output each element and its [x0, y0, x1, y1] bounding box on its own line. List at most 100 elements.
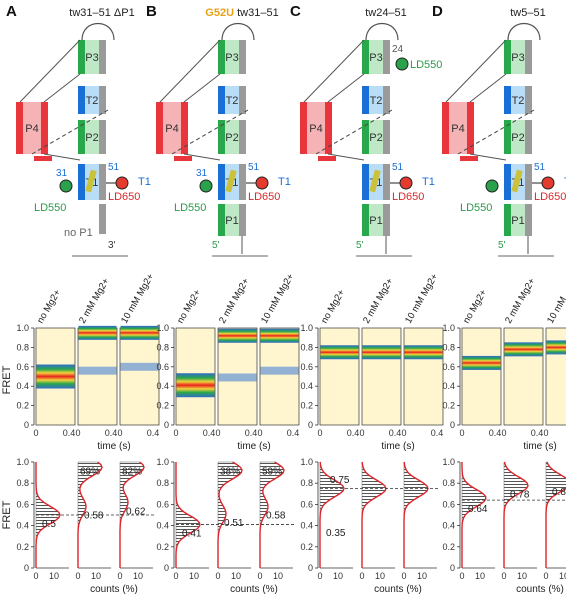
tether-bar — [85, 169, 97, 193]
stem-p3-strand-a — [362, 40, 369, 74]
stem-p3-strand-b — [525, 40, 532, 74]
stem-p2-label: P2 — [85, 132, 98, 144]
time-tick-label: 0 — [173, 428, 178, 438]
heatmap-low-band — [78, 366, 117, 375]
title-part: tw24–51 — [365, 7, 407, 19]
acceptor-dye — [399, 176, 413, 190]
fret-value-label: 0.41 — [182, 529, 202, 540]
p4-short-strand — [34, 156, 52, 161]
stem-p2-strand-a — [218, 120, 225, 154]
heatmap-band — [320, 345, 359, 360]
hist-fit — [503, 461, 529, 568]
heatmap-cell — [361, 327, 402, 426]
stem-p4-label: P4 — [165, 123, 178, 135]
heatmap-band — [120, 325, 159, 340]
acceptor-label: LD650 — [108, 191, 140, 203]
stem-p3-label: P3 — [511, 52, 524, 64]
heatmap-y-tick-label: 1.0 — [300, 323, 313, 333]
hist-y-tick-label: 0.8 — [300, 478, 313, 488]
stem-t2-fill — [225, 86, 239, 114]
heatmap-y-tick-label: 0.6 — [300, 362, 313, 372]
acceptor-dye — [541, 176, 555, 190]
tertiary-dash — [31, 109, 109, 155]
stem-p1-fill — [225, 204, 239, 236]
time-tick-label: 0.4 — [489, 428, 502, 438]
donor-label: LD550 — [460, 202, 492, 214]
heatmap-y-tick-label: 0.8 — [300, 342, 313, 352]
backbone-line — [43, 73, 81, 103]
fret-value-label: 0.64 — [468, 504, 488, 515]
condition-label: no Mg2+ — [319, 287, 347, 325]
counts-axis-label: counts (%) — [516, 584, 564, 595]
count-tick-label: 10 — [231, 571, 241, 581]
p4-short-strand — [460, 156, 478, 161]
stem-t2-strand-b — [239, 86, 246, 114]
heatmap-y-tick-label: 0.8 — [156, 342, 169, 352]
tether-bar — [511, 169, 523, 193]
time-tick-label: 0.4 — [203, 428, 216, 438]
hist-fit — [35, 462, 61, 568]
heatmap-cell — [403, 327, 444, 426]
stem-p1-strand-a — [504, 204, 511, 236]
no-p1-note: no P1 — [64, 227, 93, 239]
heatmap-y-tick-label: 0.4 — [156, 381, 169, 391]
stem-p4-strand-b — [41, 102, 48, 154]
stem-p1-strand-a — [218, 204, 225, 236]
hist-fit — [259, 461, 285, 568]
condition-text: 10 mM Mg2+ — [403, 271, 441, 325]
acceptor-dye — [115, 176, 129, 190]
condition-label: no Mg2+ — [35, 287, 63, 325]
backbone-line — [303, 39, 365, 103]
tertiary-dash — [171, 109, 249, 155]
title-part: tw31–51 ΔP1 — [69, 7, 134, 19]
time-tick-label: 0 — [459, 428, 464, 438]
hist-fit — [403, 461, 429, 568]
stem-p4-strand-b — [325, 102, 332, 154]
heatmap-y-tick-label: 0 — [164, 420, 169, 430]
heatmap-y-tick-label: 0.6 — [442, 362, 455, 372]
stem-t2-label: T2 — [512, 95, 525, 107]
stem-p3-label: P3 — [85, 52, 98, 64]
stem-p2-fill — [85, 120, 99, 154]
backbone-line — [327, 73, 365, 103]
condition-text: no Mg2+ — [319, 287, 347, 325]
heatmap-band — [462, 355, 501, 370]
stem-p4-strand-a — [16, 102, 23, 154]
heatmap-band — [504, 342, 543, 357]
fret-value-label: 0.8 — [552, 487, 566, 498]
stem-p1-fill — [369, 204, 383, 236]
time-tick-label: 0.4 — [347, 428, 360, 438]
tertiary-dash — [315, 109, 393, 155]
hist-y-label: FRET — [1, 500, 13, 529]
hairpin-loop — [365, 23, 399, 41]
hist-y-tick-label: 0.8 — [16, 478, 29, 488]
hist-y-tick-label: 0.4 — [16, 521, 29, 531]
heatmap-y-tick-label: 0.2 — [16, 401, 29, 411]
high-fret-percent: 59% — [262, 467, 282, 478]
heatmap-y-tick-label: 0 — [24, 420, 29, 430]
stem-t1-strand-b — [525, 164, 532, 200]
title-part: G52U — [205, 7, 234, 19]
heatmap-cell — [77, 327, 118, 426]
stem-p3-strand-b — [383, 40, 390, 74]
heatmap-y-tick-label: 0 — [450, 420, 455, 430]
stem-t1-name: T1 — [564, 176, 566, 188]
stem-p4-fill — [307, 102, 325, 154]
stem-p3-strand-a — [78, 40, 85, 74]
panel-d: Dtw5–51P3T2P2P4T1T1LD65051LD550P15'00.20… — [432, 3, 566, 595]
fret-value-label: 0.58 — [266, 511, 286, 522]
panel-letter: B — [146, 3, 157, 20]
count-tick-label: 10 — [375, 571, 385, 581]
time-tick-label: 0 — [543, 428, 548, 438]
stem-t2-strand-b — [525, 86, 532, 114]
stem-p2-label: P2 — [369, 132, 382, 144]
backbone-line — [183, 73, 221, 103]
fret-value-label: 0.78 — [510, 489, 530, 500]
condition-text: 10 mM Mg2+ — [259, 271, 297, 325]
high-fret-percent: 69% — [80, 467, 100, 478]
stem-t1-strand-a — [218, 164, 225, 200]
time-tick-label: 0.4 — [287, 428, 300, 438]
time-axis-label: time (s) — [97, 441, 130, 452]
hairpin-loop — [507, 23, 541, 41]
